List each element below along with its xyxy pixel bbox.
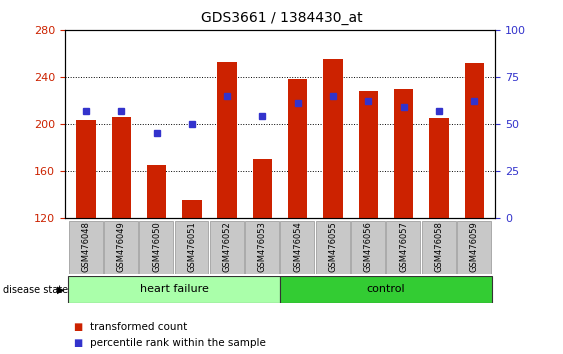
Text: transformed count: transformed count <box>90 322 187 332</box>
Text: heart failure: heart failure <box>140 284 209 295</box>
Bar <box>429 118 449 218</box>
Bar <box>464 63 484 218</box>
Text: GSM476053: GSM476053 <box>258 222 267 272</box>
Text: GSM476049: GSM476049 <box>117 222 126 272</box>
Text: GDS3661 / 1384430_at: GDS3661 / 1384430_at <box>200 11 363 25</box>
FancyBboxPatch shape <box>175 221 208 274</box>
FancyBboxPatch shape <box>139 221 173 274</box>
Text: ▶: ▶ <box>57 285 65 295</box>
Bar <box>76 120 96 218</box>
Bar <box>217 62 237 218</box>
FancyBboxPatch shape <box>351 221 385 274</box>
Bar <box>182 200 202 218</box>
Text: GSM476051: GSM476051 <box>187 222 196 272</box>
FancyBboxPatch shape <box>69 221 102 274</box>
Bar <box>288 79 307 218</box>
FancyBboxPatch shape <box>245 221 279 274</box>
Bar <box>68 276 280 303</box>
Bar <box>280 276 492 303</box>
FancyBboxPatch shape <box>316 221 350 274</box>
Text: GSM476054: GSM476054 <box>293 222 302 272</box>
Text: GSM476056: GSM476056 <box>364 222 373 272</box>
Text: GSM476050: GSM476050 <box>152 222 161 272</box>
Bar <box>359 91 378 218</box>
FancyBboxPatch shape <box>422 221 455 274</box>
Text: disease state: disease state <box>3 285 68 295</box>
Text: GSM476048: GSM476048 <box>82 222 91 272</box>
Text: GSM476058: GSM476058 <box>435 222 444 272</box>
Text: ■: ■ <box>73 322 82 332</box>
Bar <box>147 165 166 218</box>
FancyBboxPatch shape <box>210 221 244 274</box>
FancyBboxPatch shape <box>386 221 420 274</box>
Text: GSM476055: GSM476055 <box>329 222 338 272</box>
Bar <box>323 59 343 218</box>
Text: GSM476059: GSM476059 <box>470 222 479 272</box>
Bar <box>394 89 413 218</box>
Bar <box>253 159 272 218</box>
FancyBboxPatch shape <box>104 221 138 274</box>
Text: control: control <box>367 284 405 295</box>
Text: GSM476057: GSM476057 <box>399 222 408 272</box>
Text: GSM476052: GSM476052 <box>222 222 231 272</box>
FancyBboxPatch shape <box>457 221 491 274</box>
FancyBboxPatch shape <box>280 221 314 274</box>
Text: ■: ■ <box>73 338 82 348</box>
Bar <box>111 117 131 218</box>
Text: percentile rank within the sample: percentile rank within the sample <box>90 338 266 348</box>
